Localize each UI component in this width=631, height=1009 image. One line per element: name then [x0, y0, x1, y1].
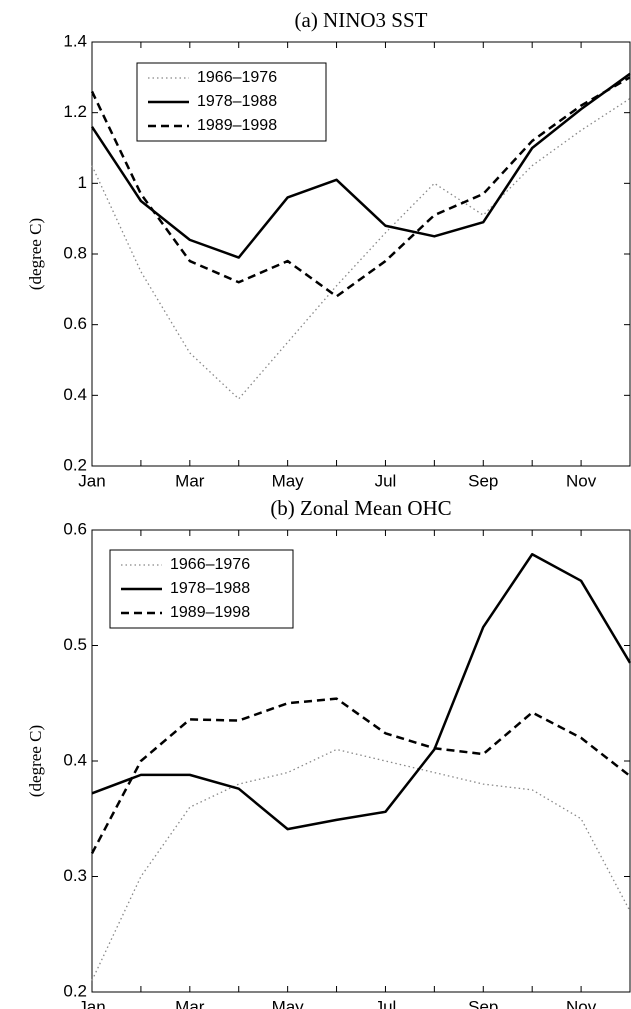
- series-line: [91, 97, 631, 400]
- x-tick-label: Jul: [375, 997, 397, 1009]
- x-tick-label: Sep: [468, 997, 498, 1009]
- x-tick-label: May: [272, 997, 305, 1009]
- y-tick-label: 0.5: [63, 635, 87, 654]
- x-tick-label: Mar: [175, 471, 205, 490]
- y-axis-label: (degree C): [26, 218, 45, 290]
- y-tick-label: 0.2: [63, 981, 87, 1000]
- legend-label: 1966–1976: [170, 556, 250, 573]
- y-tick-label: 1.4: [63, 31, 87, 50]
- legend-label: 1978–1988: [170, 580, 250, 597]
- x-tick-label: May: [272, 471, 305, 490]
- y-tick-label: 0.2: [63, 455, 87, 474]
- y-tick-label: 0.8: [63, 243, 87, 262]
- x-tick-label: Nov: [566, 471, 597, 490]
- chart-title: (b) Zonal Mean OHC: [270, 496, 451, 520]
- legend-label: 1989–1998: [170, 604, 250, 621]
- y-tick-label: 1: [78, 173, 87, 192]
- series-line: [90, 76, 631, 298]
- legend-label: 1989–1998: [197, 117, 277, 134]
- x-tick-label: Jan: [78, 471, 105, 490]
- plot: (b) Zonal Mean OHC (degree C) 0.2 0.3 0.4 0.5…: [26, 496, 631, 1009]
- x-tick-label: Jan: [78, 997, 105, 1009]
- y-tick-label: 0.6: [63, 314, 87, 333]
- x-tick-label: Nov: [566, 997, 597, 1009]
- y-tick-label: 0.4: [63, 750, 87, 769]
- series-line: [91, 748, 631, 981]
- series-line: [90, 697, 631, 854]
- y-tick-label: 0.6: [63, 519, 87, 538]
- series-line: [90, 72, 631, 259]
- y-axis-label: (degree C): [26, 725, 45, 797]
- x-tick-label: Mar: [175, 997, 205, 1009]
- legend-label: 1966–1976: [197, 69, 277, 86]
- x-tick-label: Sep: [468, 471, 498, 490]
- plot: (a) NINO3 SST (degree C) 0.2 0.4 0.6 0.8 1 1.2 1…: [26, 8, 631, 490]
- y-tick-label: 0.3: [63, 866, 87, 885]
- series-line: [91, 553, 631, 831]
- chart-title: (a) NINO3 SST: [295, 8, 428, 32]
- legend-label: 1978–1988: [197, 93, 277, 110]
- y-tick-label: 1.2: [63, 102, 87, 121]
- x-tick-label: Jul: [375, 471, 397, 490]
- y-tick-label: 0.4: [63, 385, 87, 404]
